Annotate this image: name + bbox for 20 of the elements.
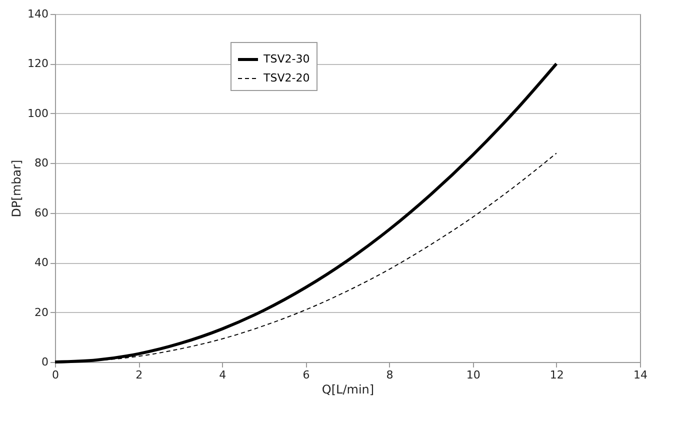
legend-label: TSV2-20	[262, 72, 310, 84]
x-axis-title: Q[L/min]	[322, 382, 374, 396]
x-tick-label: 14	[634, 368, 648, 382]
x-tick-label: 8	[386, 368, 394, 382]
x-tick-label: 6	[302, 368, 310, 382]
x-tick-label: 0	[52, 368, 59, 382]
y-tick-label: 140	[28, 8, 48, 20]
y-tick-label: 60	[34, 206, 48, 220]
y-tick-label: 80	[34, 156, 48, 170]
y-axis-title: DP[mbar]	[10, 160, 24, 218]
legend-label: TSV2-30	[262, 52, 310, 66]
y-tick-label: 40	[34, 256, 48, 270]
y-tick-label: 120	[28, 57, 48, 70]
x-tick-label: 12	[550, 368, 564, 382]
x-tick-label: 10	[466, 368, 480, 382]
y-tick-label: 20	[34, 306, 48, 319]
y-tick-label: 100	[28, 106, 48, 120]
x-tick-label: 4	[219, 368, 226, 382]
x-tick-label: 2	[136, 368, 143, 382]
y-tick-label: 0	[42, 356, 48, 368]
